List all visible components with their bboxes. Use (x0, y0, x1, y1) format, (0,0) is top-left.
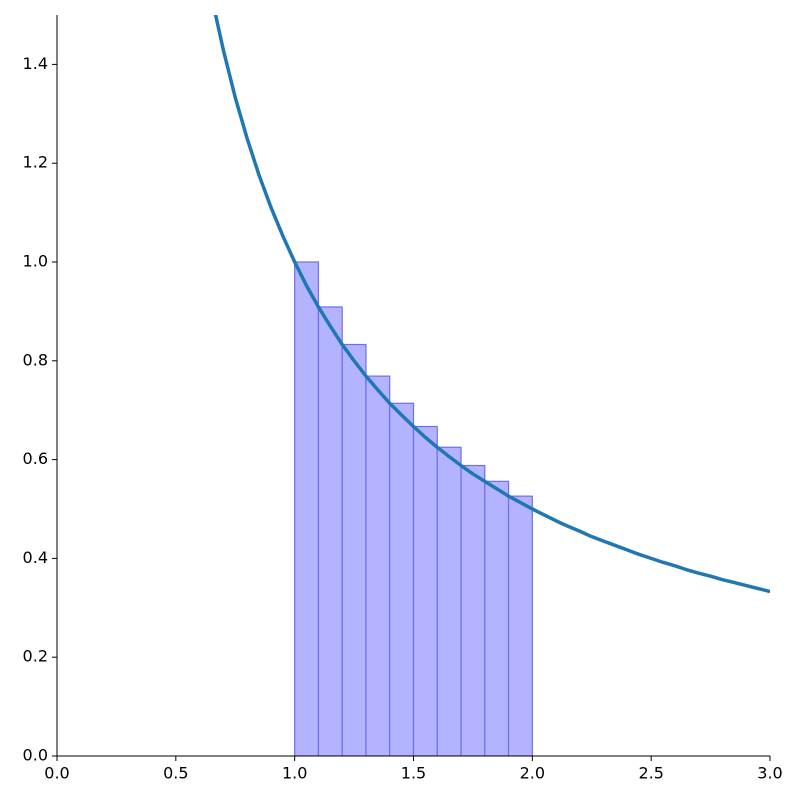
plot-area (213, 15, 770, 756)
y-tick-label: 0.0 (23, 746, 48, 765)
curve (213, 15, 770, 594)
y-tick-label: 1.4 (23, 54, 48, 73)
bar (341, 343, 367, 756)
x-tick-label: 0.5 (163, 764, 188, 783)
bar (365, 375, 391, 756)
x-tick-label: 3.0 (757, 764, 782, 783)
bar (317, 306, 343, 756)
bar (412, 425, 438, 756)
x-tick-label: 1.0 (282, 764, 307, 783)
y-tick-label: 1.0 (23, 252, 48, 271)
y-tick-label: 0.2 (23, 647, 48, 666)
x-tick-label: 0.0 (44, 764, 69, 783)
x-tick-label: 2.0 (520, 764, 545, 783)
y-tick-label: 1.2 (23, 153, 48, 172)
bar (507, 495, 533, 756)
bar (436, 446, 462, 756)
x-tick-label: 2.5 (638, 764, 663, 783)
x-tick-label: 1.5 (401, 764, 426, 783)
bar (294, 261, 320, 756)
y-tick-label: 0.4 (23, 548, 48, 567)
y-tick-label: 0.8 (23, 350, 48, 369)
bar (484, 480, 510, 756)
bar (389, 402, 415, 756)
bar (460, 464, 486, 756)
y-tick-label: 0.6 (23, 449, 48, 468)
